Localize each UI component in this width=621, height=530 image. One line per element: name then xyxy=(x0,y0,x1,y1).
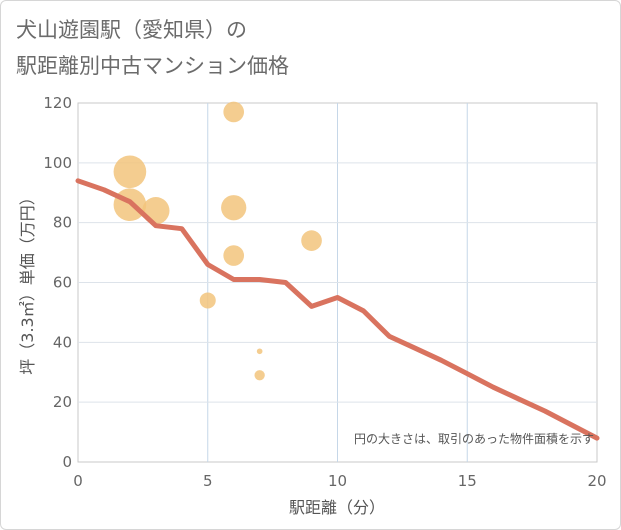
y-tick-label: 20 xyxy=(53,393,72,411)
x-tick-label: 20 xyxy=(587,472,606,490)
x-tick-label: 5 xyxy=(203,472,213,490)
y-gridlines xyxy=(78,162,597,403)
y-axis-title: 坪（3.3㎡）単価（万円） xyxy=(18,189,37,374)
y-tick-label: 0 xyxy=(62,453,72,471)
chart-title: 犬山遊園駅（愛知県）の 駅距離別中古マンション価格 xyxy=(16,12,289,84)
bubble-size-note: 円の大きさは、取引のあった物件面積を示す xyxy=(354,431,594,446)
y-tick-label: 60 xyxy=(53,274,72,292)
x-tick-label: 15 xyxy=(458,472,477,490)
x-tick-labels: 0 5 10 15 20 xyxy=(73,472,606,490)
bubble-point xyxy=(113,155,147,189)
y-tick-label: 80 xyxy=(53,214,72,232)
chart-title-line2: 駅距離別中古マンション価格 xyxy=(16,54,289,78)
x-axis-title: 駅距離（分） xyxy=(289,498,385,517)
x-tick-label: 10 xyxy=(328,472,347,490)
bubble-point xyxy=(223,101,245,123)
y-tick-labels: 0 20 40 60 80 100 120 xyxy=(43,94,72,471)
bubble-point xyxy=(221,195,247,221)
bubble-point xyxy=(199,292,216,309)
x-tick-label: 0 xyxy=(73,472,83,490)
y-tick-label: 100 xyxy=(43,154,72,172)
y-tick-label: 40 xyxy=(53,333,72,351)
bubble-point xyxy=(301,230,322,251)
chart-title-line1: 犬山遊園駅（愛知県）の xyxy=(16,18,247,42)
bubble-point xyxy=(256,348,263,355)
y-tick-label: 120 xyxy=(43,94,72,112)
trend-line xyxy=(75,178,600,441)
bubble-point xyxy=(254,370,265,381)
bubble-point xyxy=(223,245,245,266)
